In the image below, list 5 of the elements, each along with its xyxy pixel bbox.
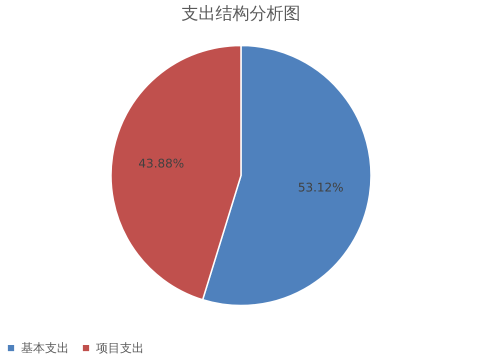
legend-label: 项目支出 [96, 341, 144, 356]
chart-title: 支出结构分析图 [182, 4, 300, 24]
data-label: 43.88% [138, 156, 184, 170]
data-label: 53.12% [298, 180, 344, 195]
legend-label: 基本支出 [21, 341, 69, 356]
